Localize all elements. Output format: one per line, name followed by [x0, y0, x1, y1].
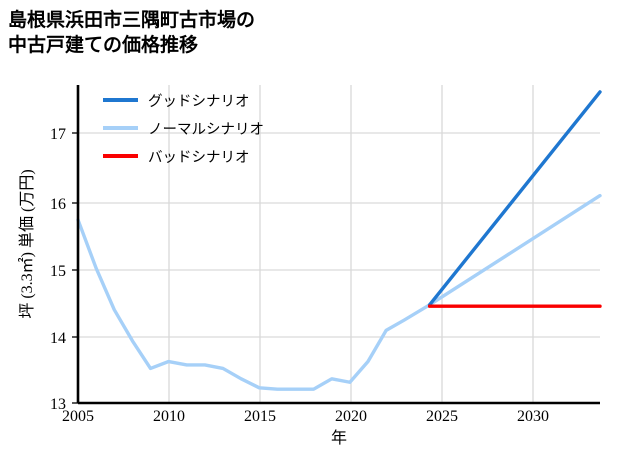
y-tick-label-13: 13 [50, 396, 66, 413]
y-axis-title: 坪 (3.3㎡) 単価 (万円) [18, 169, 36, 318]
x-tick-label-2020: 2020 [335, 408, 367, 425]
x-tick-label-2015: 2015 [244, 408, 276, 425]
vertical-gridlines [77, 85, 534, 403]
y-tick-marks [72, 132, 78, 404]
legend-label-good: グッドシナリオ [148, 93, 250, 110]
y-tick-label-16: 16 [50, 196, 66, 213]
x-tick-label-2030: 2030 [517, 408, 549, 425]
x-tick-label-2025: 2025 [426, 408, 458, 425]
chart-legend: グッドシナリオ ノーマルシナリオ バッドシナリオ [103, 93, 264, 166]
y-tick-label-17: 17 [50, 126, 66, 143]
y-tick-label-14: 14 [50, 330, 66, 347]
data-series-group [76, 90, 602, 391]
y-tick-label-15: 15 [50, 263, 66, 280]
x-tick-label-2010: 2010 [153, 408, 185, 425]
series-line-good [427, 90, 602, 307]
x-tick-label-2005: 2005 [62, 408, 94, 425]
series-line-normal [76, 193, 602, 391]
chart-title: 島根県浜田市三隅町古市場の 中古戸建ての価格推移 [8, 10, 256, 56]
legend-label-normal: ノーマルシナリオ [148, 122, 264, 138]
legend-label-bad: バッドシナリオ [148, 150, 250, 166]
x-axis-title: 年 [331, 429, 347, 447]
